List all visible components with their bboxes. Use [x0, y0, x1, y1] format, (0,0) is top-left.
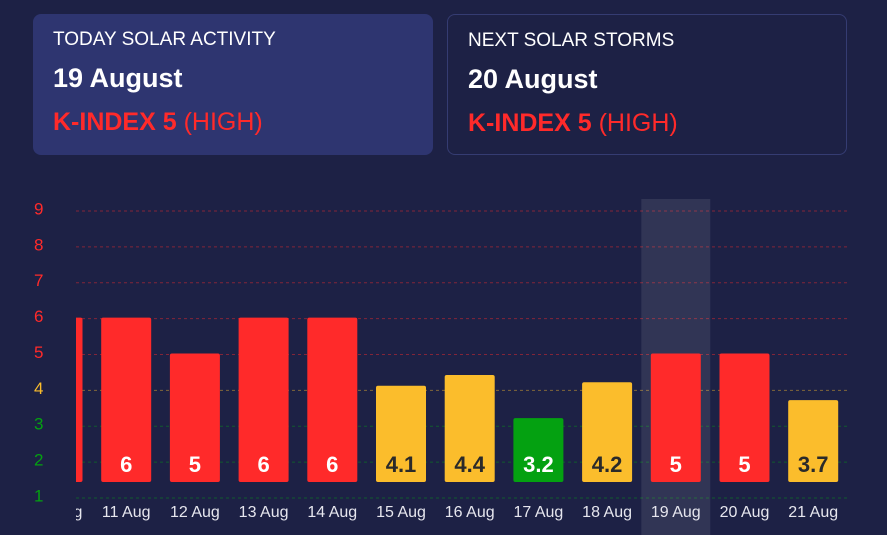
- value-label: 3.7: [798, 452, 829, 477]
- value-label: 6: [257, 452, 269, 477]
- bar: [76, 317, 83, 482]
- y-tick-label: 7: [34, 271, 43, 290]
- bar: [376, 385, 426, 482]
- x-tick-label: 18 Aug: [582, 504, 632, 521]
- x-tick-label: 17 Aug: [513, 504, 563, 521]
- bar: [307, 317, 358, 482]
- card-index: K-INDEX 5: [53, 108, 177, 136]
- value-label: 5: [189, 452, 201, 477]
- bar: [513, 418, 564, 482]
- x-tick-label: 15 Aug: [376, 504, 426, 521]
- x-tick-label: 10 Aug: [33, 504, 83, 521]
- value-label: 5: [670, 452, 682, 477]
- y-tick-label: 2: [34, 451, 43, 470]
- y-tick-label: 9: [34, 199, 43, 218]
- y-tick-label: 5: [34, 343, 43, 362]
- y-tick-label: 8: [34, 235, 43, 254]
- bar: [719, 353, 770, 482]
- bar: [238, 317, 289, 482]
- bar: [582, 382, 633, 482]
- value-label: 4.2: [592, 452, 623, 477]
- bar: [788, 400, 839, 482]
- value-label: 6: [326, 452, 338, 477]
- card-date: 19 August: [53, 63, 183, 93]
- bar: [101, 317, 152, 482]
- value-label: 6: [51, 452, 63, 477]
- card-level: (HIGH): [183, 108, 263, 136]
- card-date: 20 August: [468, 64, 598, 94]
- x-tick-label: 21 Aug: [788, 504, 838, 521]
- value-label: 3.2: [523, 452, 554, 477]
- card-title: NEXT SOLAR STORMS: [468, 30, 675, 51]
- value-label: 4.1: [386, 452, 417, 477]
- x-tick-label: 16 Aug: [445, 504, 495, 521]
- value-label: 5: [738, 452, 750, 477]
- today-card: TODAY SOLAR ACTIVITY 19 August K-INDEX 5…: [33, 14, 433, 155]
- bar: [444, 375, 495, 482]
- x-tick-label: 12 Aug: [170, 504, 220, 521]
- card-level: (HIGH): [598, 109, 678, 137]
- card-title: TODAY SOLAR ACTIVITY: [53, 29, 276, 50]
- x-tick-label: 13 Aug: [239, 504, 289, 521]
- x-tick-label: 20 Aug: [720, 504, 770, 521]
- x-tick-label: 14 Aug: [307, 504, 357, 521]
- value-label: 4.4: [454, 452, 485, 477]
- y-tick-label: 4: [34, 379, 43, 398]
- next-card: NEXT SOLAR STORMS 20 August K-INDEX 5 (H…: [447, 14, 847, 155]
- y-tick-label: 6: [34, 307, 43, 326]
- x-tick-label: 19 Aug: [651, 504, 701, 521]
- y-tick-label: 1: [34, 486, 43, 505]
- bar: [650, 353, 701, 482]
- value-label: 6: [120, 452, 132, 477]
- x-tick-label: 11 Aug: [102, 504, 151, 521]
- card-index: K-INDEX 5: [468, 109, 592, 137]
- bar: [169, 353, 220, 482]
- y-tick-label: 3: [34, 415, 43, 434]
